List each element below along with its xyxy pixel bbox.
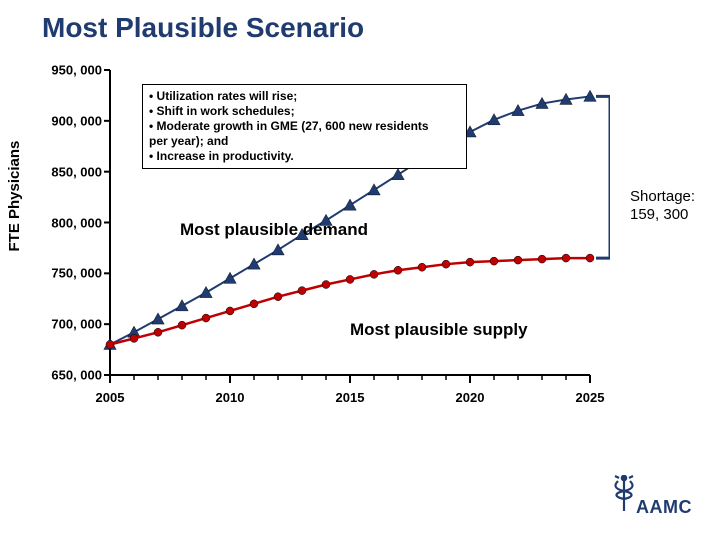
ytick-label: 850, 000 xyxy=(51,164,102,179)
xtick-label: 2020 xyxy=(456,390,485,405)
shortage-value: 159, 300 xyxy=(630,206,695,224)
ytick-label: 900, 000 xyxy=(51,113,102,128)
aamc-logo: AAMC xyxy=(610,475,700,526)
y-axis-label: FTE Physicians xyxy=(6,141,23,252)
logo-text: AAMC xyxy=(636,497,692,518)
xtick-label: 2015 xyxy=(336,390,365,405)
shortage-label: Shortage: xyxy=(630,188,695,206)
page-title: Most Plausible Scenario xyxy=(42,12,364,44)
chart-area: 650, 000 700, 000 750, 000 800, 000 850, 000… xyxy=(50,60,610,430)
info-line: • Shift in work schedules; xyxy=(149,104,458,119)
info-line: • Increase in productivity. xyxy=(149,149,458,164)
info-box: • Utilization rates will rise; • Shift i… xyxy=(142,84,467,169)
info-line: • Moderate growth in GME (27, 600 new re… xyxy=(149,119,458,134)
ytick-label: 750, 000 xyxy=(51,266,102,281)
info-line: • Utilization rates will rise; xyxy=(149,89,458,104)
shortage-annotation: Shortage: 159, 300 xyxy=(630,188,695,224)
demand-label: Most plausible demand xyxy=(180,220,368,240)
xtick-label: 2025 xyxy=(576,390,605,405)
ytick-label: 650, 000 xyxy=(51,368,102,383)
ytick-label: 700, 000 xyxy=(51,317,102,332)
supply-label: Most plausible supply xyxy=(350,320,528,340)
ytick-label: 800, 000 xyxy=(51,215,102,230)
info-line: per year); and xyxy=(149,134,458,149)
ytick-label: 950, 000 xyxy=(51,63,102,78)
xtick-label: 2005 xyxy=(96,390,125,405)
xtick-label: 2010 xyxy=(216,390,245,405)
